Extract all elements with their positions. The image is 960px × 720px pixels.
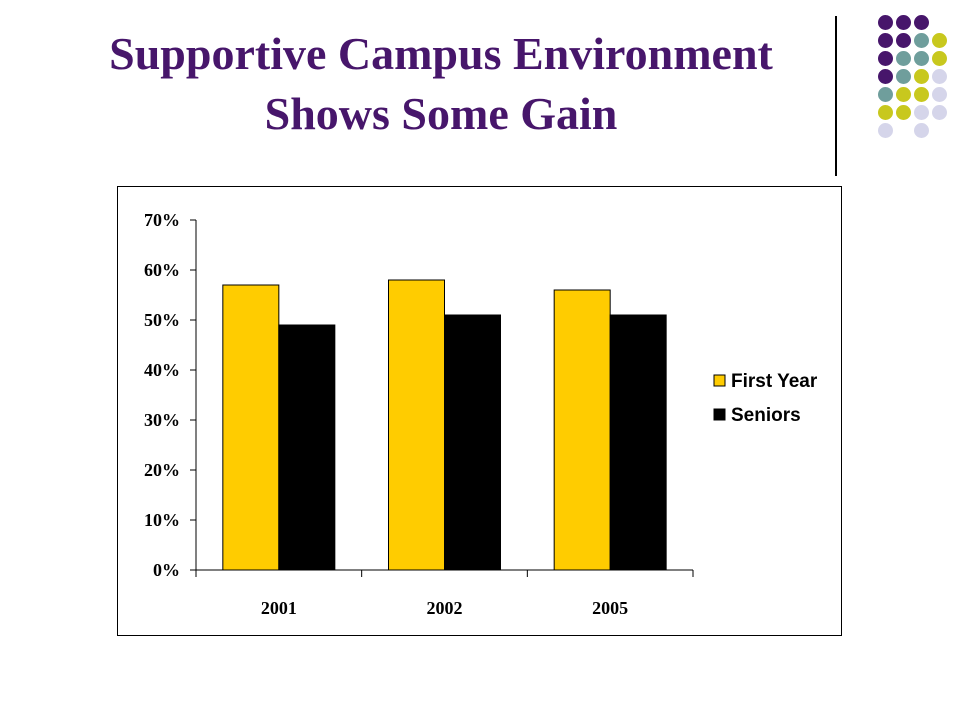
decorative-dot-lavender bbox=[878, 123, 893, 138]
decorative-dot-lavender bbox=[914, 123, 929, 138]
bar-seniors-2001 bbox=[278, 324, 336, 571]
bar-seniors-2005 bbox=[609, 314, 667, 571]
y-tick-label: 20% bbox=[144, 460, 180, 480]
decorative-dot-purple bbox=[878, 33, 893, 48]
bar-first-year-2005 bbox=[553, 289, 611, 571]
bar-first-year-2002 bbox=[388, 279, 445, 571]
bar-chart: 0% 10% 20% 30% 40% 50% 60% 70% 2001 2002 2005 First… bbox=[144, 210, 818, 618]
bar-first-year-2001 bbox=[222, 284, 280, 571]
y-tick-label: 30% bbox=[144, 410, 180, 430]
chart-frame: 0% 10% 20% 30% 40% 50% 60% 70% 2001 2002 2005 First… bbox=[117, 186, 842, 636]
title-divider bbox=[835, 16, 837, 176]
decorative-dot-teal bbox=[896, 69, 911, 84]
decorative-dot-lavender bbox=[914, 105, 929, 120]
slide-title: Supportive Campus Environment Shows Some… bbox=[50, 24, 832, 144]
decorative-dot-olive bbox=[896, 105, 911, 120]
legend-label: First Year bbox=[731, 371, 818, 392]
title-line-2: Shows Some Gain bbox=[264, 88, 618, 139]
decorative-dot-teal bbox=[896, 51, 911, 66]
decorative-dot-teal bbox=[878, 87, 893, 102]
decorative-dot-purple bbox=[878, 69, 893, 84]
x-tick-label: 2002 bbox=[427, 598, 463, 618]
decorative-dot-olive bbox=[932, 51, 947, 66]
decorative-dot-teal bbox=[914, 33, 929, 48]
decorative-dot-lavender bbox=[932, 105, 947, 120]
decorative-dot-lavender bbox=[932, 69, 947, 84]
decorative-dot-purple bbox=[914, 15, 929, 30]
decorative-dot-purple bbox=[896, 15, 911, 30]
x-tick-label: 2001 bbox=[261, 598, 297, 618]
y-tick-label: 50% bbox=[144, 310, 180, 330]
decorative-dot-olive bbox=[914, 87, 929, 102]
legend-swatch bbox=[713, 374, 726, 387]
decorative-dot-purple bbox=[878, 15, 893, 30]
y-tick-label: 70% bbox=[144, 210, 180, 230]
decorative-dot-teal bbox=[914, 51, 929, 66]
decorative-dot-olive bbox=[878, 105, 893, 120]
decorative-dot-lavender bbox=[932, 87, 947, 102]
y-tick-label: 10% bbox=[144, 510, 180, 530]
y-tick-label: 40% bbox=[144, 360, 180, 380]
decorative-dot-purple bbox=[896, 33, 911, 48]
decorative-dot-olive bbox=[932, 33, 947, 48]
legend-label: Seniors bbox=[731, 405, 801, 426]
decorative-dot-olive bbox=[896, 87, 911, 102]
title-line-1: Supportive Campus Environment bbox=[109, 28, 773, 79]
bar-seniors-2002 bbox=[444, 314, 501, 571]
decorative-dot-purple bbox=[878, 51, 893, 66]
y-tick-label: 0% bbox=[153, 560, 180, 580]
y-tick-label: 60% bbox=[144, 260, 180, 280]
legend-swatch bbox=[713, 408, 726, 421]
x-tick-label: 2005 bbox=[592, 598, 628, 618]
decorative-dot-olive bbox=[914, 69, 929, 84]
